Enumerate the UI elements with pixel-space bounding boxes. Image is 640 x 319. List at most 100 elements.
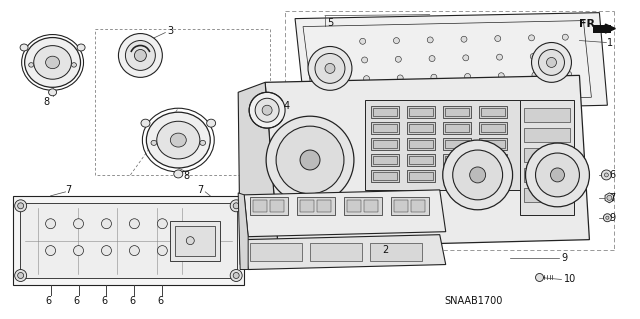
Bar: [344, 197, 382, 215]
Circle shape: [360, 38, 365, 44]
Polygon shape: [244, 235, 445, 270]
Circle shape: [532, 42, 572, 82]
Circle shape: [606, 216, 609, 219]
Bar: [520, 100, 575, 215]
Circle shape: [230, 270, 242, 281]
Circle shape: [129, 219, 140, 229]
Circle shape: [266, 116, 354, 204]
Bar: [479, 122, 507, 134]
Ellipse shape: [157, 121, 200, 159]
Bar: [250, 243, 302, 261]
Text: 9: 9: [609, 213, 616, 223]
Circle shape: [538, 49, 564, 75]
Circle shape: [396, 56, 401, 62]
Bar: [593, 25, 611, 33]
Bar: [370, 243, 422, 261]
Circle shape: [255, 98, 279, 122]
Bar: [170, 221, 220, 261]
Circle shape: [45, 219, 56, 229]
Circle shape: [134, 49, 147, 62]
Bar: [443, 170, 470, 182]
Circle shape: [362, 57, 367, 63]
Circle shape: [262, 105, 272, 115]
Circle shape: [536, 273, 543, 281]
Circle shape: [567, 90, 573, 96]
Bar: [373, 172, 397, 180]
Bar: [443, 106, 470, 118]
Circle shape: [399, 93, 405, 100]
Circle shape: [531, 54, 536, 59]
Bar: [20, 203, 237, 278]
Bar: [371, 122, 399, 134]
Bar: [373, 108, 397, 116]
Circle shape: [500, 91, 506, 97]
Circle shape: [452, 150, 502, 200]
Text: 1: 1: [607, 38, 614, 48]
Circle shape: [233, 203, 239, 209]
Text: 6: 6: [74, 296, 79, 306]
Bar: [175, 226, 215, 256]
Ellipse shape: [29, 63, 34, 67]
Circle shape: [495, 35, 500, 41]
Ellipse shape: [170, 133, 186, 147]
Bar: [409, 124, 433, 132]
Circle shape: [129, 246, 140, 256]
Circle shape: [465, 73, 470, 79]
Circle shape: [230, 200, 242, 212]
Text: 7: 7: [65, 185, 72, 195]
Circle shape: [497, 54, 502, 60]
Bar: [347, 200, 361, 212]
Circle shape: [428, 37, 433, 43]
Bar: [481, 140, 504, 148]
Text: 2: 2: [382, 245, 388, 255]
Bar: [407, 170, 435, 182]
Circle shape: [499, 73, 504, 79]
Circle shape: [470, 167, 486, 183]
Circle shape: [18, 272, 24, 278]
Circle shape: [431, 74, 437, 80]
Bar: [317, 200, 331, 212]
Ellipse shape: [200, 140, 205, 145]
Bar: [445, 172, 468, 180]
Text: 9: 9: [561, 253, 568, 263]
Bar: [445, 108, 468, 116]
Bar: [364, 200, 378, 212]
Bar: [409, 156, 433, 164]
Circle shape: [547, 57, 557, 67]
Circle shape: [397, 75, 403, 81]
Bar: [443, 154, 470, 166]
Bar: [407, 138, 435, 150]
Text: 7: 7: [197, 185, 204, 195]
Text: 6: 6: [609, 170, 616, 180]
Text: 3: 3: [167, 26, 173, 35]
Circle shape: [564, 53, 570, 59]
Bar: [391, 197, 429, 215]
Ellipse shape: [174, 170, 183, 178]
Bar: [524, 128, 570, 142]
Bar: [373, 124, 397, 132]
Ellipse shape: [147, 112, 210, 168]
Circle shape: [186, 237, 195, 245]
Circle shape: [102, 246, 111, 256]
Bar: [13, 196, 244, 286]
Ellipse shape: [77, 44, 85, 51]
Circle shape: [525, 143, 589, 207]
Bar: [365, 100, 520, 190]
Circle shape: [300, 150, 320, 170]
Text: 7: 7: [609, 193, 616, 203]
Bar: [524, 188, 570, 202]
Bar: [371, 154, 399, 166]
Bar: [524, 108, 570, 122]
Circle shape: [249, 92, 285, 128]
Bar: [443, 138, 470, 150]
Text: 6: 6: [45, 296, 52, 306]
Ellipse shape: [49, 89, 56, 96]
Circle shape: [536, 153, 579, 197]
Ellipse shape: [207, 119, 216, 127]
Bar: [407, 122, 435, 134]
Bar: [409, 140, 433, 148]
Circle shape: [604, 214, 611, 222]
Bar: [270, 200, 284, 212]
Circle shape: [157, 246, 167, 256]
Circle shape: [157, 219, 167, 229]
